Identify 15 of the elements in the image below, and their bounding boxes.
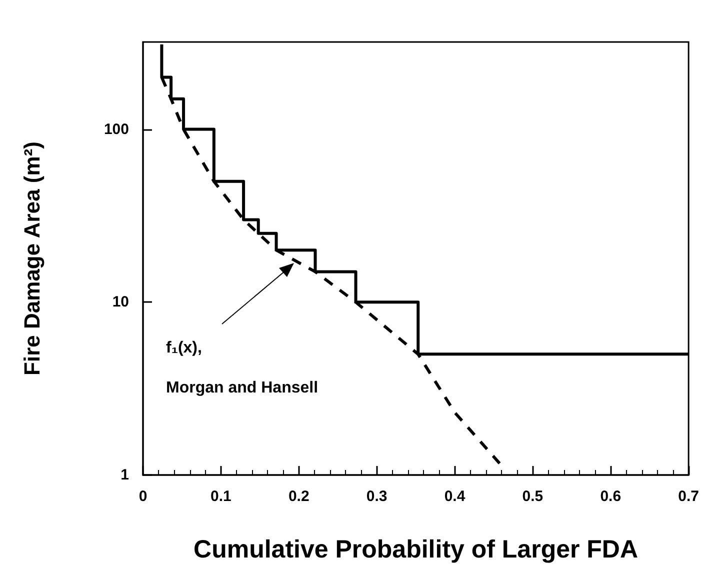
x-tick-label: 0.6 (600, 488, 622, 505)
y-axis-title: Fire Damage Area (m²) (20, 142, 44, 376)
y-tick-label: 100 (104, 120, 129, 138)
x-tick-label: 0.1 (210, 488, 232, 505)
x-tick-label: 0 (138, 488, 148, 505)
annotation: Morgan and Hansell (166, 380, 318, 396)
x-tick-label: 0.4 (444, 488, 466, 505)
y-tick-label: 10 (112, 294, 129, 311)
x-tick-label: 0.5 (522, 488, 544, 505)
x-tick-label: 0.7 (678, 488, 700, 505)
x-tick-label: 0.3 (366, 488, 388, 505)
x-tick-label: 0.2 (288, 488, 310, 505)
annotation: f₁(x), (166, 340, 202, 356)
y-tick-label: 1 (120, 466, 129, 484)
x-axis-title: Cumulative Probability of Larger FDA (194, 536, 638, 564)
